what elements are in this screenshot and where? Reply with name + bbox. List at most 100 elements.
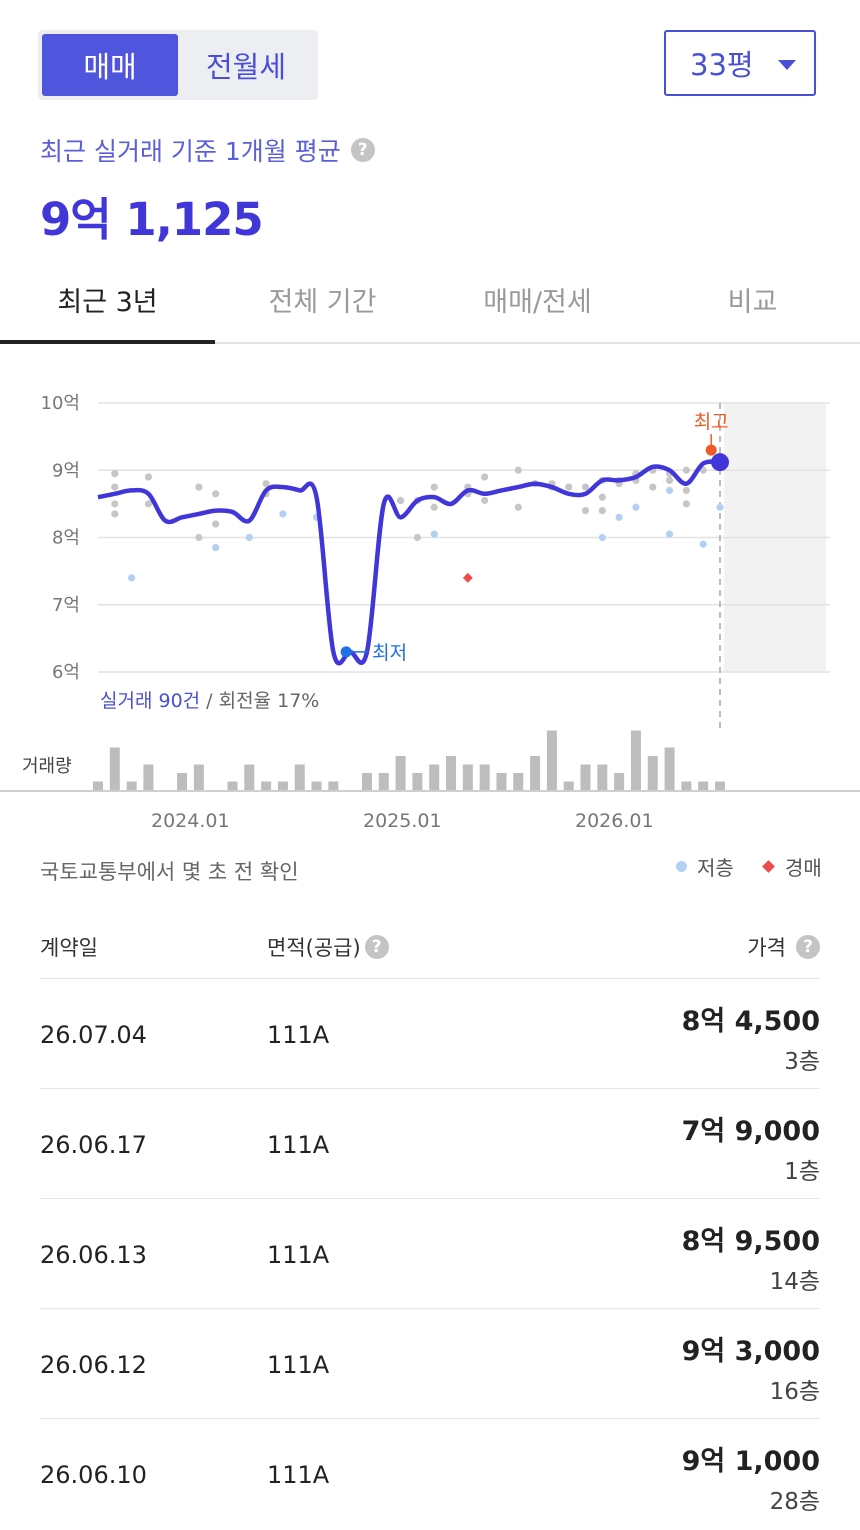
- floor: 1층: [784, 1159, 820, 1185]
- period-tabs: 최근 3년 전체 기간 매매/전세 비교: [0, 258, 860, 344]
- trade-point: [430, 483, 438, 491]
- low-floor-point: [212, 543, 220, 552]
- y-tick-label: 9억: [52, 460, 80, 481]
- tab-rent[interactable]: 전월세: [205, 50, 287, 84]
- volume-bar: [294, 764, 305, 790]
- auction-point: [462, 572, 473, 583]
- table-row[interactable]: 26.06.13 111A 8억 9,500 14층: [40, 1199, 820, 1309]
- trade-point: [598, 493, 606, 501]
- contract-date: 26.06.13: [40, 1241, 147, 1269]
- volume-bar: [614, 773, 625, 790]
- help-icon[interactable]: ?: [364, 935, 389, 959]
- trade-point: [565, 483, 573, 491]
- tab-sale-vs-jeonse[interactable]: 매매/전세: [483, 286, 592, 318]
- deal-price: 9억 3,000: [681, 1336, 820, 1367]
- table-row[interactable]: 26.06.10 111A 9억 1,000 28층: [40, 1419, 820, 1529]
- x-axis-line: [0, 790, 860, 792]
- trade-point: [111, 483, 119, 491]
- volume-bar: [277, 781, 288, 790]
- header-contract-date: 계약일: [40, 936, 98, 960]
- tab-all-period[interactable]: 전체 기간: [268, 286, 377, 318]
- trade-point: [111, 500, 119, 508]
- legend-low-floor: 저층: [676, 852, 734, 881]
- volume-bar: [630, 730, 641, 790]
- volume-bar: [177, 773, 188, 790]
- volume-bar: [429, 764, 440, 790]
- low-floor-point: [665, 530, 674, 538]
- trade-point: [682, 500, 690, 508]
- volume-bar: [698, 781, 709, 790]
- volume-bar: [446, 756, 457, 790]
- trade-point: [581, 483, 590, 491]
- table-row[interactable]: 26.06.17 111A 7억 9,000 1층: [40, 1089, 820, 1199]
- low-floor-point: [128, 574, 136, 582]
- supply-area: 111A: [267, 1131, 330, 1159]
- contract-date: 26.06.12: [40, 1351, 147, 1379]
- trade-point: [144, 473, 153, 481]
- low-label: 최저: [372, 642, 407, 664]
- legend-low-floor-label: 저층: [697, 856, 734, 880]
- volume-bar: [227, 781, 238, 790]
- floor: 3층: [784, 1049, 820, 1075]
- x-tick-label: 2026.01: [575, 810, 654, 832]
- y-tick-label: 8억: [52, 528, 80, 549]
- average-label: 최근 실거래 기준 1개월 평균 ?: [40, 132, 375, 168]
- table-row[interactable]: 26.07.04 111A 8억 4,500 3층: [40, 979, 820, 1089]
- volume-bar: [261, 781, 272, 790]
- volume-bar: [412, 773, 423, 790]
- header-area-label: 면적(공급): [267, 936, 361, 960]
- trade-point: [649, 483, 657, 491]
- trade-count[interactable]: 실거래 90건: [100, 690, 201, 712]
- trade-point: [195, 483, 203, 491]
- average-price-line: [97, 459, 721, 666]
- volume-bar: [109, 747, 120, 790]
- legend-auction: 경매: [762, 852, 822, 881]
- trade-point: [481, 473, 489, 481]
- volume-bar: [664, 747, 675, 790]
- supply-area: 111A: [267, 1351, 330, 1379]
- trade-point: [430, 503, 438, 511]
- volume-bar: [479, 764, 490, 790]
- legend-auction-label: 경매: [785, 856, 822, 880]
- volume-bar: [513, 773, 524, 790]
- table-header-divider: [40, 978, 820, 979]
- trade-point: [481, 496, 489, 505]
- volume-bar: [93, 781, 103, 790]
- supply-area: 111A: [267, 1461, 330, 1489]
- caret-down-icon: [778, 60, 796, 70]
- tab-recent-3y[interactable]: 최근 3년: [57, 286, 158, 318]
- volume-bar: [530, 756, 541, 790]
- table-row[interactable]: 26.06.12 111A 9억 3,000 16층: [40, 1309, 820, 1419]
- deal-price: 8억 4,500: [681, 1006, 820, 1037]
- auction-diamond-icon: [762, 860, 775, 873]
- trade-point: [212, 490, 220, 498]
- trade-point: [413, 533, 422, 542]
- deal-price: 9억 1,000: [681, 1446, 820, 1477]
- low-floor-point: [430, 530, 438, 538]
- trade-point: [514, 503, 522, 511]
- trade-point: [195, 533, 203, 542]
- volume-bar: [395, 756, 406, 790]
- header-price-label: 가격: [747, 936, 786, 960]
- low-floor-dot-icon: [676, 861, 687, 872]
- volume-bar: [126, 781, 137, 790]
- low-floor-point: [699, 540, 707, 548]
- help-icon[interactable]: ?: [350, 138, 375, 162]
- trade-point: [111, 470, 119, 478]
- area-select[interactable]: 33평: [664, 30, 816, 96]
- low-floor-point: [716, 503, 724, 511]
- tab-sale[interactable]: 매매: [42, 34, 178, 96]
- help-icon[interactable]: ?: [796, 935, 820, 959]
- low-floor-point: [665, 486, 674, 495]
- trade-type-toggle: 매매 전월세: [38, 30, 318, 100]
- low-floor-point: [245, 533, 253, 542]
- header-area: 면적(공급)?: [267, 932, 389, 962]
- y-tick-label: 10억: [41, 393, 80, 414]
- trade-point: [682, 486, 690, 495]
- volume-bar: [462, 764, 473, 790]
- tab-compare[interactable]: 비교: [727, 286, 778, 318]
- volume-bar: [597, 764, 608, 790]
- y-tick-label: 7억: [52, 595, 80, 616]
- area-select-value: 33평: [690, 48, 754, 82]
